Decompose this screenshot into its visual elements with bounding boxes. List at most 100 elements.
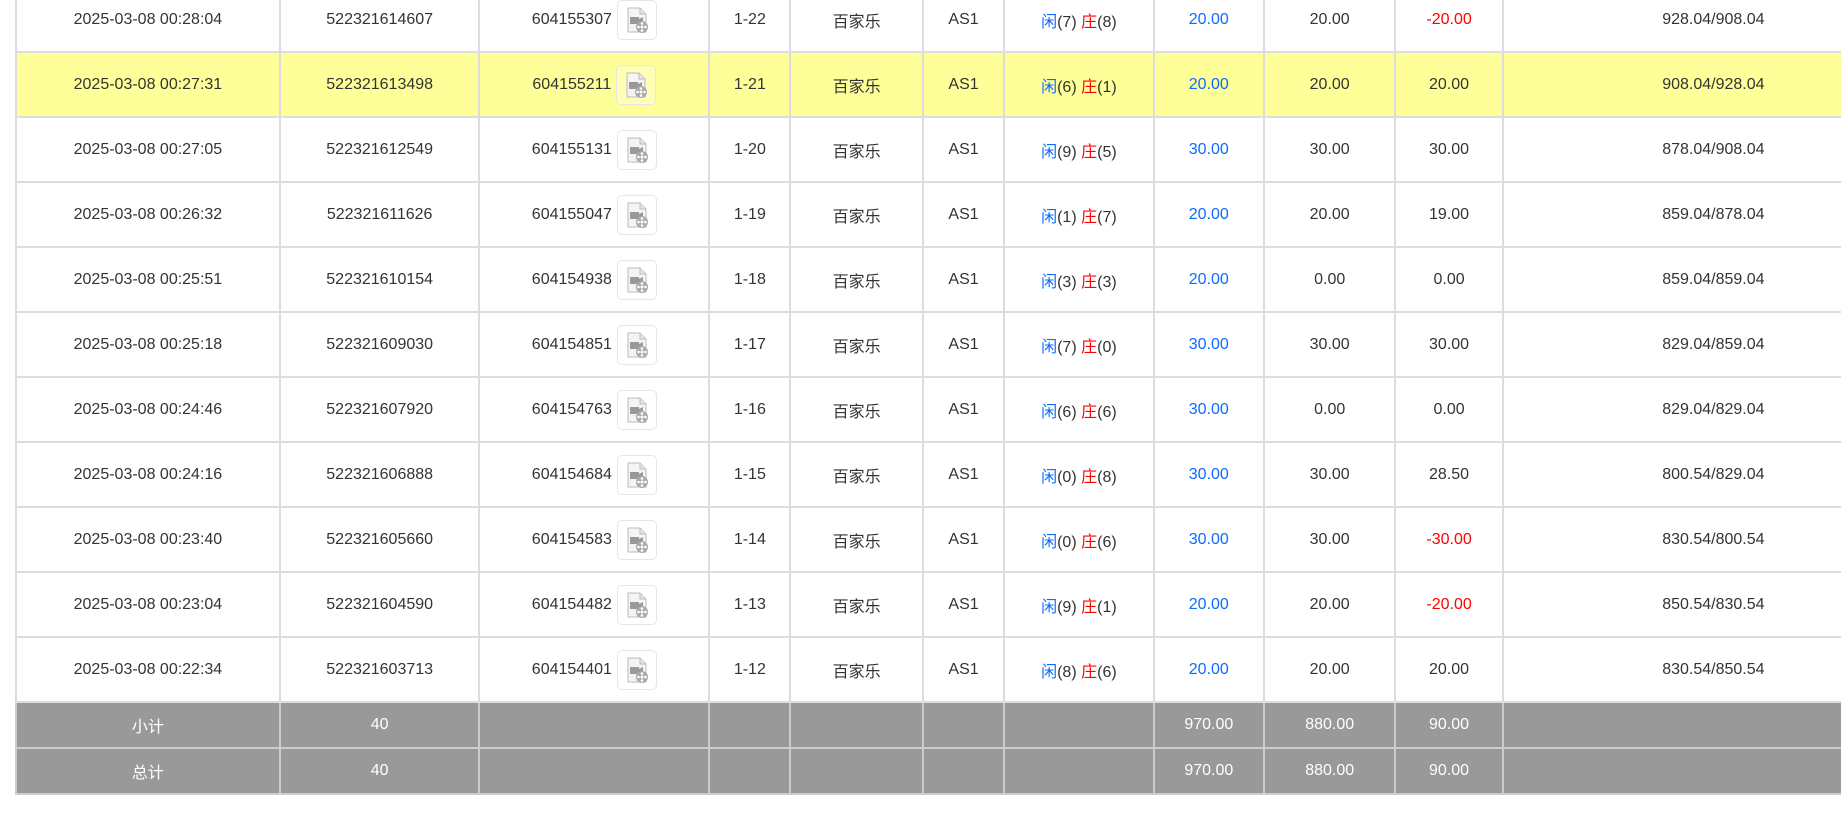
player-points: (9) xyxy=(1057,143,1077,161)
win-loss: 30.00 xyxy=(1394,116,1504,183)
banker-points: (6) xyxy=(1097,663,1117,681)
total-row: 总计 40 970.00 880.00 90.00 xyxy=(15,747,1841,795)
player-points: (6) xyxy=(1057,78,1077,96)
round: 1-12 xyxy=(708,636,792,703)
result: 闲(7) 庄(0) xyxy=(1003,311,1155,378)
player-points: (1) xyxy=(1057,208,1077,226)
banker-points: (3) xyxy=(1097,273,1117,291)
table-row: 2025-03-08 00:24:16 522321606888 6041546… xyxy=(15,441,1841,508)
game-number: 604154583 xyxy=(531,530,612,548)
banker-points: (0) xyxy=(1097,338,1117,356)
valid-bet: 30.00 xyxy=(1262,116,1397,183)
balance: 830.54/850.54 xyxy=(1501,636,1841,703)
win-loss: -20.00 xyxy=(1394,571,1504,638)
bet-amount: 30.00 xyxy=(1152,441,1265,508)
game-number-cell: 604154401 xyxy=(478,636,711,703)
bet-time: 2025-03-08 00:24:16 xyxy=(15,441,281,508)
banker-label: 庄 xyxy=(1081,598,1098,616)
round: 1-14 xyxy=(708,506,792,573)
banker-points: (1) xyxy=(1097,598,1117,616)
video-file-icon[interactable] xyxy=(616,194,657,235)
result: 闲(9) 庄(1) xyxy=(1003,571,1155,638)
banker-points: (5) xyxy=(1097,143,1117,161)
balance: 878.04/908.04 xyxy=(1501,116,1841,183)
order-number: 522321609030 xyxy=(278,311,481,378)
win-loss: 20.00 xyxy=(1394,636,1504,703)
bet-time: 2025-03-08 00:22:34 xyxy=(15,636,281,703)
player-points: (6) xyxy=(1057,403,1077,421)
game-number: 604154401 xyxy=(531,660,612,678)
player-label: 闲 xyxy=(1041,663,1058,681)
table-code: AS1 xyxy=(921,181,1006,248)
balance: 830.54/800.54 xyxy=(1501,506,1841,573)
footer-count: 40 xyxy=(278,747,481,795)
game-type: 百家乐 xyxy=(789,571,924,638)
order-number: 522321603713 xyxy=(278,636,481,703)
order-number: 522321606888 xyxy=(278,441,481,508)
round: 1-15 xyxy=(708,441,792,508)
banker-label: 庄 xyxy=(1081,143,1098,161)
video-file-icon[interactable] xyxy=(616,519,657,560)
banker-label: 庄 xyxy=(1081,533,1098,551)
bet-amount: 20.00 xyxy=(1152,246,1265,313)
player-label: 闲 xyxy=(1041,78,1058,96)
bet-time: 2025-03-08 00:27:05 xyxy=(15,116,281,183)
player-label: 闲 xyxy=(1041,338,1058,356)
game-type: 百家乐 xyxy=(789,0,924,53)
win-loss: 28.50 xyxy=(1394,441,1504,508)
win-loss: -30.00 xyxy=(1394,506,1504,573)
table-row: 2025-03-08 00:25:18 522321609030 6041548… xyxy=(15,311,1841,378)
banker-label: 庄 xyxy=(1081,13,1098,31)
banker-points: (1) xyxy=(1097,78,1117,96)
round: 1-22 xyxy=(708,0,792,53)
video-file-icon[interactable] xyxy=(616,454,657,495)
player-points: (0) xyxy=(1057,533,1077,551)
bet-amount: 30.00 xyxy=(1152,376,1265,443)
table-row: 2025-03-08 00:27:05 522321612549 6041551… xyxy=(15,116,1841,183)
player-points: (9) xyxy=(1057,598,1077,616)
banker-label: 庄 xyxy=(1081,208,1098,226)
game-number: 604155047 xyxy=(531,205,612,223)
table-row: 2025-03-08 00:24:46 522321607920 6041547… xyxy=(15,376,1841,443)
game-number: 604154851 xyxy=(531,335,612,353)
bet-amount: 20.00 xyxy=(1152,51,1265,118)
video-file-icon[interactable] xyxy=(616,649,657,690)
win-loss: -20.00 xyxy=(1394,0,1504,53)
win-loss: 20.00 xyxy=(1394,51,1504,118)
player-points: (8) xyxy=(1057,663,1077,681)
result: 闲(3) 庄(3) xyxy=(1003,246,1155,313)
video-file-icon[interactable] xyxy=(616,389,657,430)
player-label: 闲 xyxy=(1041,208,1058,226)
player-label: 闲 xyxy=(1041,468,1058,486)
video-file-icon[interactable] xyxy=(616,259,657,300)
video-file-icon[interactable] xyxy=(616,324,657,365)
result: 闲(6) 庄(1) xyxy=(1003,51,1155,118)
banker-label: 庄 xyxy=(1081,403,1098,421)
valid-bet: 20.00 xyxy=(1262,51,1397,118)
win-loss: 0.00 xyxy=(1394,246,1504,313)
game-number-cell: 604154583 xyxy=(478,506,711,573)
video-file-icon[interactable] xyxy=(616,584,657,625)
bet-time: 2025-03-08 00:24:46 xyxy=(15,376,281,443)
player-label: 闲 xyxy=(1041,13,1058,31)
result: 闲(8) 庄(6) xyxy=(1003,636,1155,703)
win-loss: 0.00 xyxy=(1394,376,1504,443)
game-type: 百家乐 xyxy=(789,441,924,508)
bet-amount: 30.00 xyxy=(1152,506,1265,573)
bet-time: 2025-03-08 00:23:40 xyxy=(15,506,281,573)
valid-bet: 30.00 xyxy=(1262,441,1397,508)
bet-amount: 30.00 xyxy=(1152,311,1265,378)
footer-label: 小计 xyxy=(15,701,281,749)
table-code: AS1 xyxy=(921,571,1006,638)
table-code: AS1 xyxy=(921,441,1006,508)
player-points: (7) xyxy=(1057,13,1077,31)
player-points: (0) xyxy=(1057,468,1077,486)
video-file-icon[interactable] xyxy=(616,0,657,40)
player-label: 闲 xyxy=(1041,598,1058,616)
table-code: AS1 xyxy=(921,246,1006,313)
order-number: 522321604590 xyxy=(278,571,481,638)
banker-points: (6) xyxy=(1097,533,1117,551)
video-file-icon[interactable] xyxy=(616,64,657,105)
video-file-icon[interactable] xyxy=(616,129,657,170)
valid-bet: 20.00 xyxy=(1262,181,1397,248)
